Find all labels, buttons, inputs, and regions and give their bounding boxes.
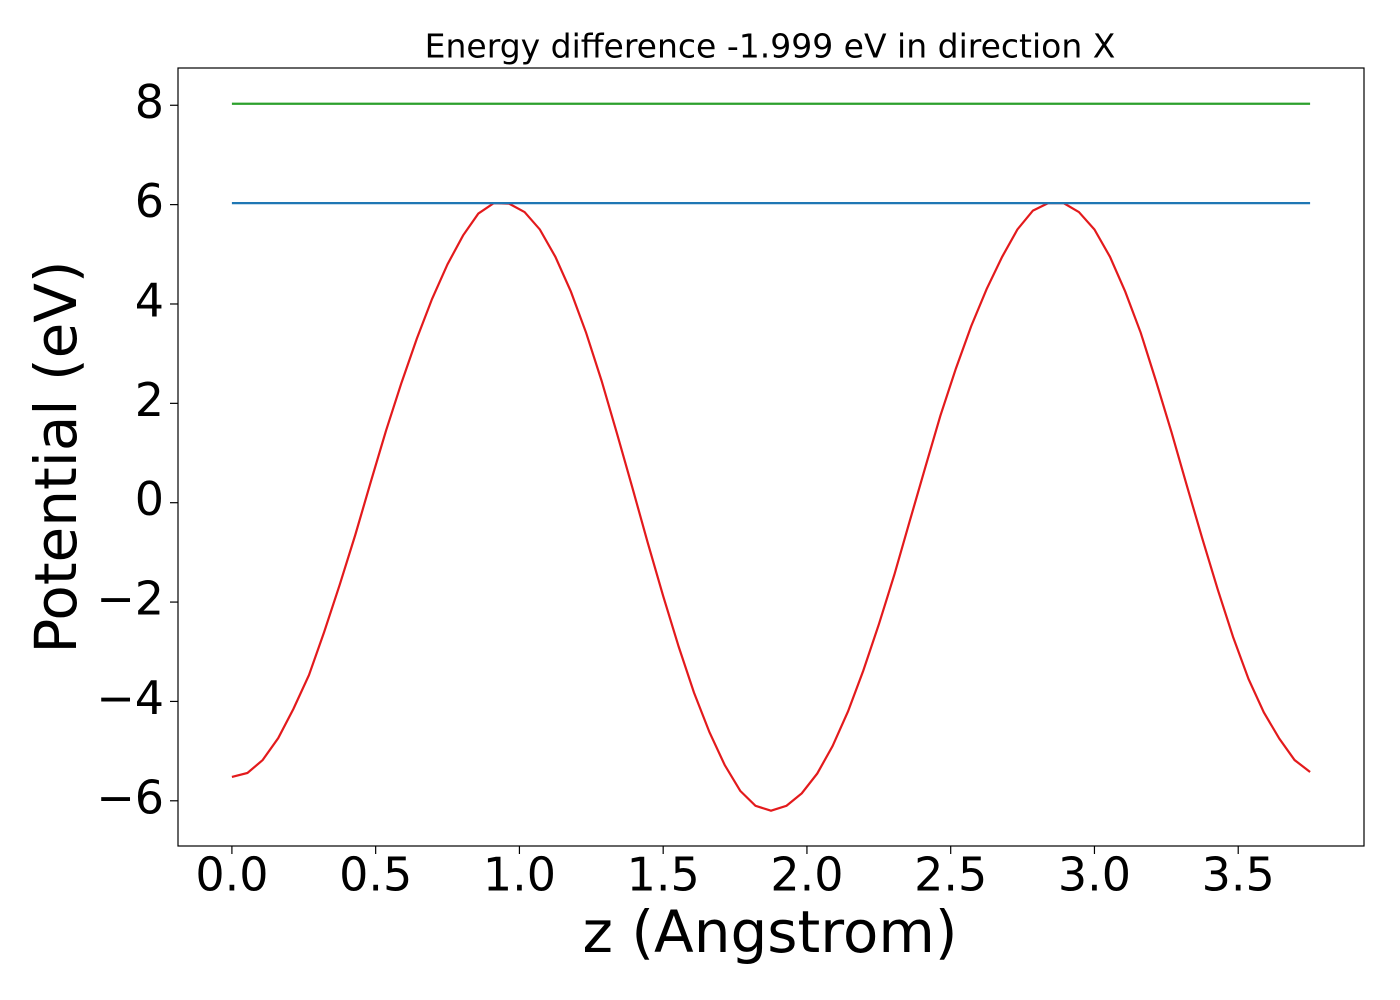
y-tick-label: 4 [135,273,164,327]
x-tick-label: 0.5 [339,848,412,902]
x-tick-label: 2.0 [770,848,843,902]
y-tick-label: 2 [135,373,164,427]
x-tick-label: 2.5 [914,848,987,902]
y-tick-label: 8 [135,75,164,129]
plot-frame [177,67,1365,847]
x-tick-label: 1.5 [627,848,700,902]
y-axis-label: Potential (eV) [22,260,90,653]
y-tick-label: −4 [96,671,164,725]
y-tick-label: 0 [135,472,164,526]
series-line [231,202,1311,812]
x-tick-label: 1.0 [483,848,556,902]
chart-title: Energy difference -1.999 eV in direction… [425,27,1116,66]
y-tick-label: −2 [96,572,164,626]
x-tick-label: 3.5 [1202,848,1275,902]
x-tick-label: 3.0 [1058,848,1131,902]
x-axis-label: z (Angstrom) [583,898,958,966]
x-tick-label: 0.0 [195,848,268,902]
y-tick-label: 6 [135,174,164,228]
y-tick-label: −6 [96,770,164,824]
